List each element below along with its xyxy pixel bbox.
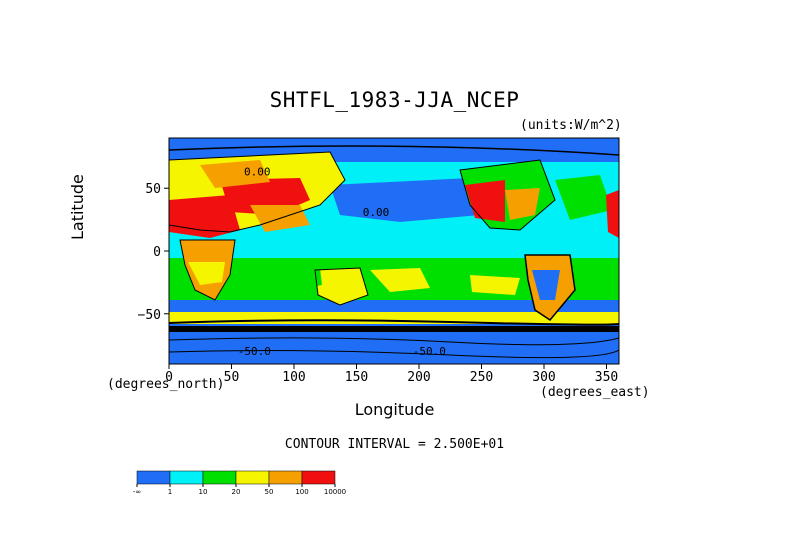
colorbar-swatch <box>235 470 270 485</box>
contour-label: 0.00 <box>363 206 390 219</box>
colorbar-swatch <box>169 470 204 485</box>
y-tick-label: 50 <box>145 182 161 197</box>
x-axis-label: Longitude <box>354 400 435 419</box>
x-ticks: 0 50 100 150 200 250 300 350 <box>165 364 618 385</box>
y-axis-units: (degrees_north) <box>107 377 225 392</box>
y-ticks: 50 0 −50 <box>138 182 169 323</box>
colorbar-label: 1 <box>167 488 173 496</box>
contour-labels: 0.00 0.00 -50.0 -50.0 <box>238 166 446 359</box>
x-tick-label: 0 <box>165 370 173 385</box>
y-tick-label: 0 <box>153 245 161 260</box>
units-label: (units:W/m^2) <box>520 118 622 133</box>
x-tick-label: 50 <box>224 370 240 385</box>
contour-label: -50.0 <box>238 345 271 358</box>
heatmap-field <box>169 138 619 364</box>
colorbar-label: -∞ <box>132 488 142 496</box>
colorbar-label: 100 <box>295 488 309 496</box>
colorbar-swatch <box>202 470 237 485</box>
colorbar-swatch <box>268 470 303 485</box>
colorbar-label: 50 <box>264 488 274 496</box>
y-tick-label: −50 <box>138 308 161 323</box>
x-tick-label: 250 <box>470 370 493 385</box>
colorbar-label: 20 <box>231 488 241 496</box>
x-tick-label: 300 <box>532 370 555 385</box>
contour-interval-text: CONTOUR INTERVAL = 2.500E+01 <box>284 437 505 452</box>
colorbar-swatch <box>301 470 336 485</box>
colorbar-label: 10 <box>198 488 208 496</box>
x-tick-label: 200 <box>407 370 430 385</box>
colorbar <box>136 470 336 487</box>
x-axis-units: (degrees_east) <box>540 385 650 400</box>
x-tick-label: 350 <box>595 370 618 385</box>
colorbar-label: 10000 <box>323 488 347 496</box>
x-tick-label: 100 <box>282 370 305 385</box>
chart-title: SHTFL_1983-JJA_NCEP <box>269 88 520 112</box>
x-tick-label: 150 <box>345 370 368 385</box>
colorbar-swatch <box>136 470 171 485</box>
contour-label: -50.0 <box>413 345 446 358</box>
contour-label: 0.00 <box>244 166 271 179</box>
